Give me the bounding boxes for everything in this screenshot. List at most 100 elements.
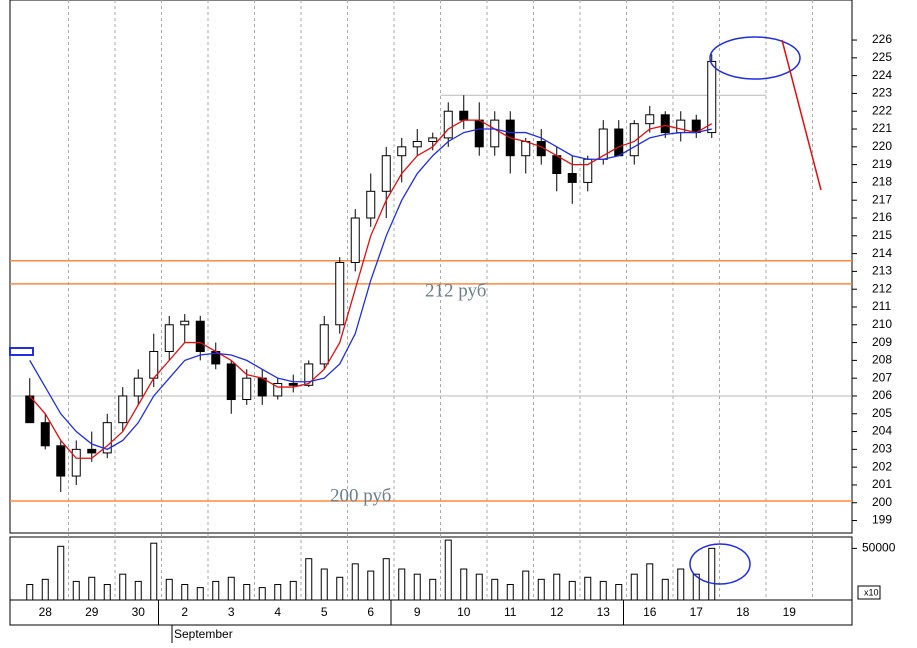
candle-body	[397, 146, 407, 157]
candle-body	[288, 383, 298, 386]
candle-body	[133, 377, 143, 397]
volume-bar	[258, 587, 266, 601]
highlight-ellipse	[709, 36, 801, 80]
volume-bar	[88, 576, 96, 601]
candle-body	[350, 217, 360, 263]
x-tick-label: 3	[228, 605, 235, 619]
candle-body	[335, 261, 345, 326]
candle-body	[443, 110, 453, 139]
volume-bar	[568, 580, 576, 601]
volume-unit: x10	[864, 587, 879, 597]
candle-body	[474, 119, 484, 148]
candle-body	[629, 123, 639, 157]
price-pane	[9, 0, 853, 534]
y-tick-label: 217	[872, 192, 892, 206]
y-tick-label: 202	[872, 459, 892, 473]
x-tick-label: 13	[597, 605, 611, 619]
volume-bar	[708, 547, 716, 601]
volume-bar	[150, 542, 158, 601]
y-tick-label: 225	[872, 50, 892, 64]
candle-body	[645, 114, 655, 125]
candle-body	[242, 377, 252, 401]
y-tick-label: 213	[872, 264, 892, 278]
y-tick-label: 216	[872, 210, 892, 224]
volume-bar	[491, 578, 499, 601]
y-tick-label: 208	[872, 353, 892, 367]
candle-body	[614, 128, 624, 157]
volume-bar	[584, 576, 592, 601]
annotation: 212 руб	[425, 280, 486, 301]
candle-body	[102, 422, 112, 454]
candle-body	[660, 114, 670, 134]
volume-bar	[692, 573, 700, 601]
x-tick-label: 19	[783, 605, 797, 619]
y-tick-label: 222	[872, 103, 892, 117]
moving-average	[29, 128, 712, 451]
volume-bar	[429, 578, 437, 601]
x-tick-label: 4	[274, 605, 281, 619]
highlight-ellipse	[689, 543, 751, 585]
candle-body	[71, 448, 81, 477]
volume-bar	[661, 578, 669, 601]
y-tick-label: 215	[872, 228, 892, 242]
volume-bar	[243, 584, 251, 601]
y-tick-label: 219	[872, 157, 892, 171]
x-tick-label: 30	[132, 605, 146, 619]
volume-bar	[444, 539, 452, 601]
volume-bar	[553, 573, 561, 601]
candle-body	[490, 119, 500, 148]
volume-bar	[630, 573, 638, 601]
candle-body	[381, 155, 391, 192]
x-tick-label: 28	[39, 605, 53, 619]
candle-body	[118, 395, 128, 424]
y-tick-label: 212	[872, 281, 892, 295]
volume-bar	[367, 570, 375, 601]
volume-bar	[615, 584, 623, 601]
candle-body	[56, 445, 66, 477]
candle-body	[87, 448, 97, 454]
candle-body	[273, 383, 283, 397]
volume-bar	[475, 573, 483, 601]
y-tick-label: 218	[872, 175, 892, 189]
volume-bar	[134, 580, 142, 601]
volume-bar	[537, 578, 545, 601]
candle-body	[304, 363, 314, 386]
y-tick-label: 214	[872, 246, 892, 260]
volume-bar	[212, 580, 220, 601]
volume-bar	[119, 573, 127, 601]
x-tick-label: 12	[550, 605, 564, 619]
y-tick-label: 204	[872, 424, 892, 438]
x-tick-label: 29	[85, 605, 99, 619]
candle-body	[319, 324, 329, 365]
candle-body	[366, 190, 376, 219]
y-tick-label: 211	[872, 299, 891, 313]
unit-box	[857, 585, 881, 600]
candle-body	[164, 324, 174, 352]
x-tick-label: 6	[367, 605, 374, 619]
y-tick-label: 199	[872, 513, 892, 527]
y-tick-label: 209	[872, 335, 892, 349]
volume-bar	[351, 563, 359, 601]
candle-body	[428, 137, 438, 142]
y-tick-label: 207	[872, 370, 892, 384]
y-tick-label: 226	[872, 32, 892, 46]
x-tick-label: 9	[414, 605, 421, 619]
volume-bar	[57, 545, 65, 601]
volume-bar	[165, 578, 173, 601]
candle-body	[567, 173, 577, 183]
x-tick-label: 2	[181, 605, 188, 619]
volume-bar	[336, 576, 344, 601]
volume-bar	[289, 580, 297, 601]
volume-bar	[413, 573, 421, 601]
x-axis	[9, 599, 853, 626]
y-tick-label: 206	[872, 388, 892, 402]
y-tick-label: 220	[872, 139, 892, 153]
candle-body	[676, 119, 686, 134]
candle-body	[257, 377, 267, 397]
marker	[9, 347, 34, 356]
volume-bar	[646, 563, 654, 601]
candle-body	[40, 422, 50, 447]
candle-body	[459, 110, 469, 121]
volume-bar	[41, 578, 49, 601]
candle-body	[552, 155, 562, 175]
